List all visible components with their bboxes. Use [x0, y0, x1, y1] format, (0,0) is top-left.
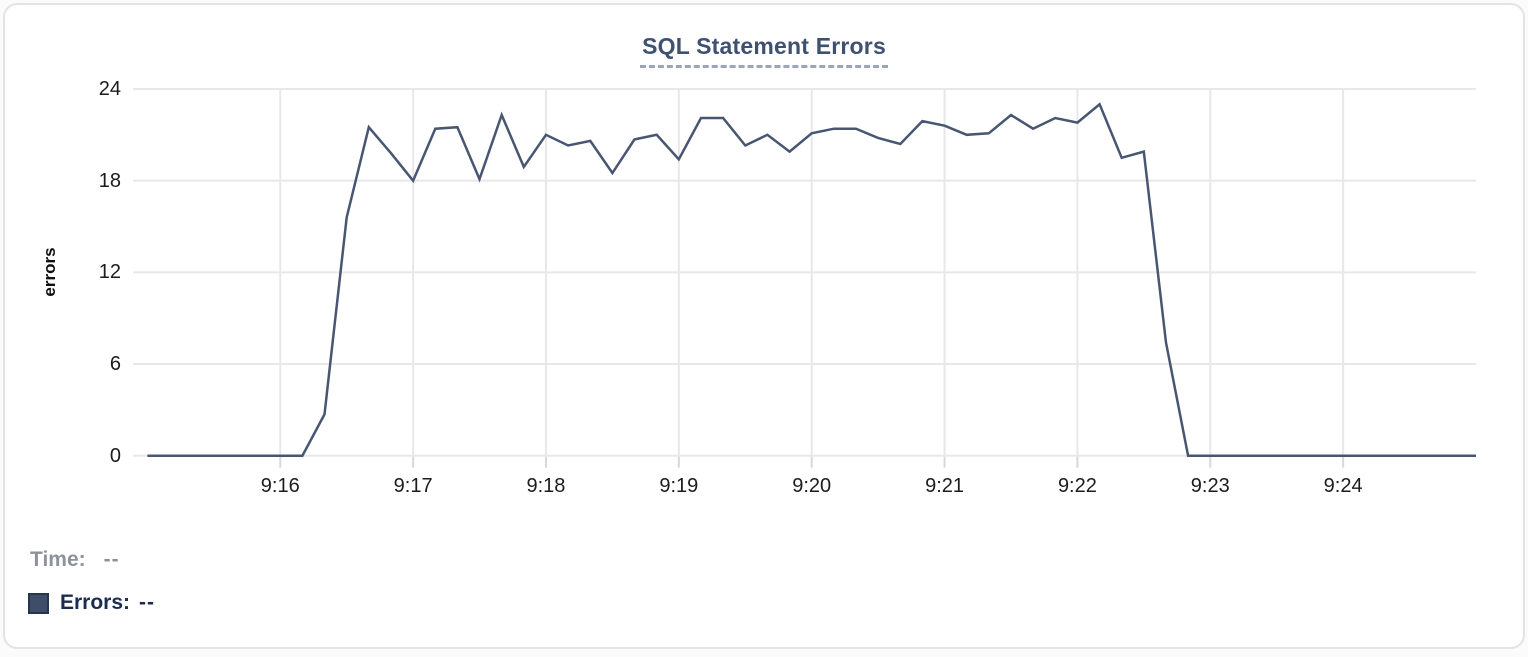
chart-card: SQL Statement Errors errors 0 6 12 18 24 9:1…	[3, 3, 1525, 649]
y-tick-label: 24	[98, 78, 121, 100]
errors-series-marker	[28, 592, 49, 614]
x-tick-label: 9:19	[659, 475, 699, 497]
errors-value: --	[139, 591, 156, 614]
chart-canvas[interactable]	[5, 5, 1528, 657]
chart-title-wrap: SQL Statement Errors	[5, 33, 1523, 68]
x-tick-label: 9:18	[526, 475, 566, 497]
tooltip-time-row: Time: --	[30, 548, 120, 572]
errors-series-line	[147, 102, 1476, 457]
y-tick-label: 18	[98, 169, 121, 192]
x-tick-label: 9:21	[925, 475, 965, 497]
time-label: Time:	[30, 548, 86, 571]
time-value: --	[103, 548, 120, 571]
x-tick-label: 9:16	[260, 475, 300, 497]
chart-title[interactable]: SQL Statement Errors	[640, 33, 888, 68]
x-tick-label: 9:23	[1190, 475, 1230, 497]
y-tick-label: 12	[98, 261, 121, 284]
y-tick-label: 6	[109, 353, 121, 376]
x-tick-label: 9:20	[792, 475, 832, 497]
axis-tick-marks	[279, 456, 1345, 468]
y-tick-label: 0	[109, 444, 121, 467]
x-tick-label: 9:24	[1323, 475, 1363, 497]
x-tick-label: 9:22	[1057, 475, 1097, 497]
gridlines	[133, 88, 1476, 457]
errors-label: Errors:	[60, 591, 131, 614]
legend-errors-row: Errors: --	[28, 591, 155, 615]
errors-line	[147, 102, 1476, 457]
x-tick-label: 9:17	[393, 475, 433, 497]
